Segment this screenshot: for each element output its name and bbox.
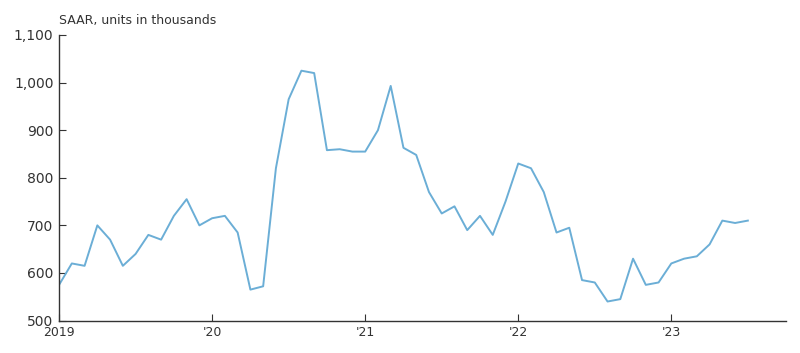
Text: SAAR, units in thousands: SAAR, units in thousands (59, 14, 216, 27)
